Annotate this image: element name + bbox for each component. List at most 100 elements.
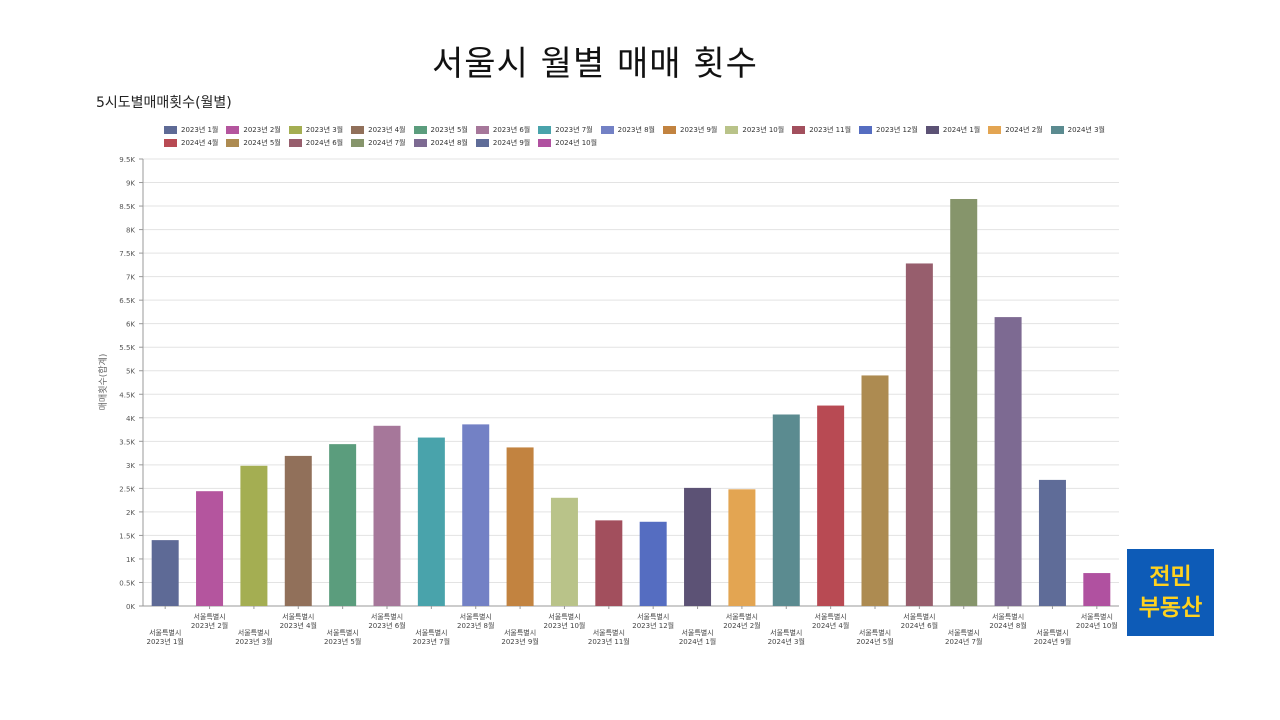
legend-item[interactable]: 2024년 10월: [538, 137, 597, 148]
legend-item[interactable]: 2023년 5월: [413, 124, 468, 135]
legend-label: 2024년 3월: [1067, 125, 1105, 134]
legend-label: 2023년 12월: [876, 125, 918, 134]
legend-item[interactable]: 2024년 2월: [988, 124, 1043, 135]
y-tick-label: 0.5K: [119, 579, 135, 587]
y-tick-label: 7K: [126, 274, 135, 282]
x-tick-label-region: 서울특별시: [1081, 612, 1113, 621]
x-tick-label-region: 서울특별시: [548, 612, 580, 621]
legend-item[interactable]: 2023년 3월: [288, 124, 343, 135]
legend-item[interactable]: 2024년 8월: [413, 137, 468, 148]
legend-swatch: [725, 125, 739, 134]
legend-swatch: [226, 138, 240, 147]
x-tick-label-month: 2024년 2월: [723, 621, 760, 630]
bar: [639, 521, 667, 606]
legend-label: 2024년 4월: [181, 138, 219, 147]
x-tick-label-month: 2023년 4월: [280, 621, 317, 630]
bar: [1038, 479, 1066, 606]
x-tick-label-region: 서울특별시: [371, 612, 403, 621]
x-tick-label-month: 2024년 4월: [812, 621, 849, 630]
legend-item[interactable]: 2023년 2월: [226, 124, 281, 135]
legend-item[interactable]: 2024년 5월: [226, 137, 281, 148]
x-tick-label-month: 2024년 8월: [989, 621, 1026, 630]
y-tick-label: 4K: [126, 415, 135, 423]
y-tick-label: 6.5K: [119, 297, 135, 305]
legend-item[interactable]: 2024년 4월: [164, 137, 218, 148]
legend-item[interactable]: 2023년 11월: [792, 124, 851, 135]
x-tick-label-month: 2023년 8월: [457, 621, 494, 630]
x-tick-label-month: 2023년 1월: [146, 637, 183, 646]
legend-swatch: [925, 125, 939, 134]
legend-label: 2023년 10월: [742, 125, 785, 134]
legend-label: 2024년 6월: [305, 138, 344, 147]
chart-subtitle: 5시도별매매횟수(월별): [96, 95, 232, 111]
x-tick-label-region: 서울특별시: [1036, 628, 1068, 637]
y-axis-label: 매매횟수(합계): [97, 354, 109, 411]
x-tick-label-month: 2023년 7월: [413, 637, 450, 646]
bar: [994, 317, 1022, 606]
legend-item[interactable]: 2024년 6월: [288, 137, 344, 148]
y-tick-label: 2K: [126, 509, 135, 517]
chart-main-title: 서울시 월별 매매 횟수: [432, 44, 758, 84]
y-tick-label: 9.5K: [119, 156, 135, 164]
legend-swatch: [1050, 125, 1064, 134]
legend-item[interactable]: 2023년 12월: [859, 124, 918, 135]
legend-item[interactable]: 2024년 9월: [475, 137, 531, 148]
brand-logo: 전민 부동산: [1127, 549, 1214, 636]
y-tick-label: 5.5K: [119, 344, 135, 352]
legend-swatch: [164, 138, 177, 147]
legend-swatch: [351, 125, 365, 134]
bar: [284, 455, 312, 606]
legend-swatch: [288, 138, 302, 147]
bar: [417, 437, 445, 606]
legend-label: 2023년 4월: [368, 125, 406, 134]
legend-swatch: [988, 125, 1002, 134]
y-tick-label: 5K: [126, 368, 135, 376]
legend-item[interactable]: 2023년 8월: [600, 124, 655, 135]
x-tick-label-region: 서울특별시: [415, 628, 447, 637]
bar: [1083, 573, 1111, 606]
x-tick-label-month: 2023년 3월: [235, 637, 272, 646]
bar: [373, 425, 401, 606]
legend-swatch: [226, 125, 240, 134]
legend-label: 2024년 1월: [942, 125, 981, 134]
legend-swatch: [859, 125, 873, 134]
legend-item[interactable]: 2023년 1월: [164, 124, 218, 135]
x-tick-label-month: 2023년 5월: [324, 637, 361, 646]
y-tick-label: 7.5K: [119, 250, 135, 258]
legend-item[interactable]: 2023년 9월: [663, 124, 717, 135]
bar: [462, 424, 490, 606]
legend-swatch: [600, 125, 614, 134]
x-tick-label-region: 서울특별시: [681, 628, 713, 637]
legend-swatch: [475, 125, 489, 134]
bar: [817, 405, 845, 606]
x-tick-label-month: 2023년 6월: [368, 621, 405, 630]
x-tick-label-region: 서울특별시: [593, 628, 625, 637]
y-tick-label: 1.5K: [119, 532, 135, 540]
legend-swatch: [538, 125, 552, 134]
x-tick-label-region: 서울특별시: [903, 612, 935, 621]
legend-item[interactable]: 2024년 1월: [925, 124, 981, 135]
x-tick-label-month: 2023년 11월: [588, 637, 630, 646]
x-tick-label-region: 서울특별시: [282, 612, 314, 621]
x-tick-label-region: 서울특별시: [193, 612, 225, 621]
legend-item[interactable]: 2023년 4월: [351, 124, 406, 135]
legend-item[interactable]: 2024년 3월: [1050, 124, 1105, 135]
legend-label: 2023년 2월: [243, 125, 281, 134]
legend-label: 2024년 9월: [492, 138, 531, 147]
legend-swatch: [475, 138, 489, 147]
bar: [684, 487, 712, 606]
y-tick-label: 8.5K: [119, 203, 135, 211]
y-tick-label: 2.5K: [119, 485, 135, 493]
x-tick-label-month: 2024년 9월: [1034, 637, 1071, 646]
legend-item[interactable]: 2023년 6월: [475, 124, 530, 135]
bar: [905, 263, 933, 606]
legend-item[interactable]: 2023년 10월: [725, 124, 784, 135]
legend-swatch: [538, 138, 552, 147]
legend-label: 2023년 7월: [555, 125, 593, 134]
bar: [240, 465, 268, 606]
x-tick-label-region: 서울특별시: [149, 628, 181, 637]
legend-item[interactable]: 2024년 7월: [351, 137, 406, 148]
legend-item[interactable]: 2023년 7월: [538, 124, 593, 135]
x-tick-label-month: 2023년 2월: [191, 621, 228, 630]
y-tick-label: 9K: [126, 180, 135, 188]
